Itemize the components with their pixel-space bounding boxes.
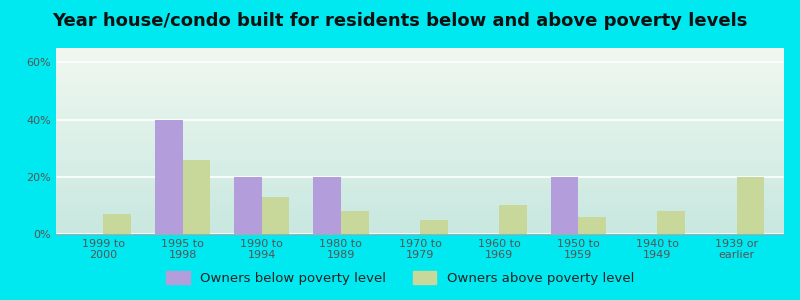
Bar	[182, 160, 210, 234]
Bar	[155, 119, 182, 234]
Bar	[658, 211, 685, 234]
Text: Year house/condo built for residents below and above poverty levels: Year house/condo built for residents bel…	[52, 12, 748, 30]
Bar	[499, 206, 527, 234]
Bar	[737, 177, 764, 234]
Bar	[313, 177, 341, 234]
Bar	[550, 177, 578, 234]
Bar	[234, 177, 262, 234]
Bar	[420, 220, 448, 234]
Bar	[103, 214, 131, 234]
Bar	[578, 217, 606, 234]
Bar	[262, 197, 290, 234]
Legend: Owners below poverty level, Owners above poverty level: Owners below poverty level, Owners above…	[161, 266, 639, 290]
Bar	[341, 211, 369, 234]
